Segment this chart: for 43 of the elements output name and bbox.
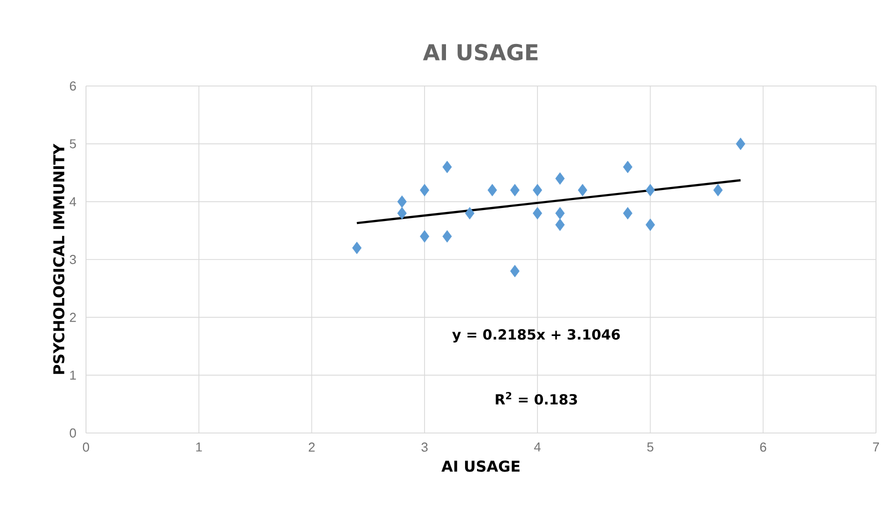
point	[420, 184, 430, 196]
point	[465, 207, 474, 220]
y-tick-label: 4	[70, 197, 76, 206]
x-axis-title: AI USAGE	[441, 460, 520, 472]
point	[646, 218, 655, 231]
point	[532, 184, 542, 196]
x-tick-label: 6	[760, 442, 766, 452]
point	[420, 230, 430, 243]
y-tick-label: 1	[70, 370, 76, 380]
y-tick-label: 2	[70, 312, 76, 322]
point	[397, 207, 407, 220]
x-tick-label: 4	[534, 442, 541, 452]
point	[442, 230, 452, 243]
point	[555, 172, 565, 185]
x-tick-label: 0	[82, 442, 90, 452]
point	[623, 160, 632, 174]
point	[713, 184, 723, 196]
point	[646, 184, 655, 196]
point	[442, 160, 452, 174]
y-tick-label: 0	[70, 428, 76, 438]
x-tick-label: 1	[196, 442, 202, 452]
annotation: y = 0.2185x + 3.1046	[452, 329, 620, 343]
x-tick-label: 3	[421, 442, 428, 452]
point	[510, 184, 520, 196]
point	[623, 207, 632, 220]
point	[397, 195, 407, 208]
point	[578, 184, 588, 196]
annotation: R$^{2}$ = 0.183	[496, 392, 577, 405]
point	[352, 242, 362, 254]
x-tick-label: 7	[873, 442, 879, 452]
point	[736, 138, 746, 150]
y-axis-title: PSYCHOLOGICAL IMMUNITY	[53, 144, 64, 374]
y-tick-label: 6	[70, 81, 76, 91]
point	[555, 218, 565, 231]
point	[532, 207, 542, 220]
y-tick-label: 5	[70, 139, 76, 148]
chart-title: AI USAGE	[422, 44, 538, 61]
y-tick-label: 3	[70, 254, 76, 264]
point	[488, 184, 497, 196]
point	[510, 264, 520, 278]
point	[555, 207, 565, 220]
x-tick-label: 2	[308, 442, 315, 452]
x-tick-label: 5	[647, 442, 654, 452]
